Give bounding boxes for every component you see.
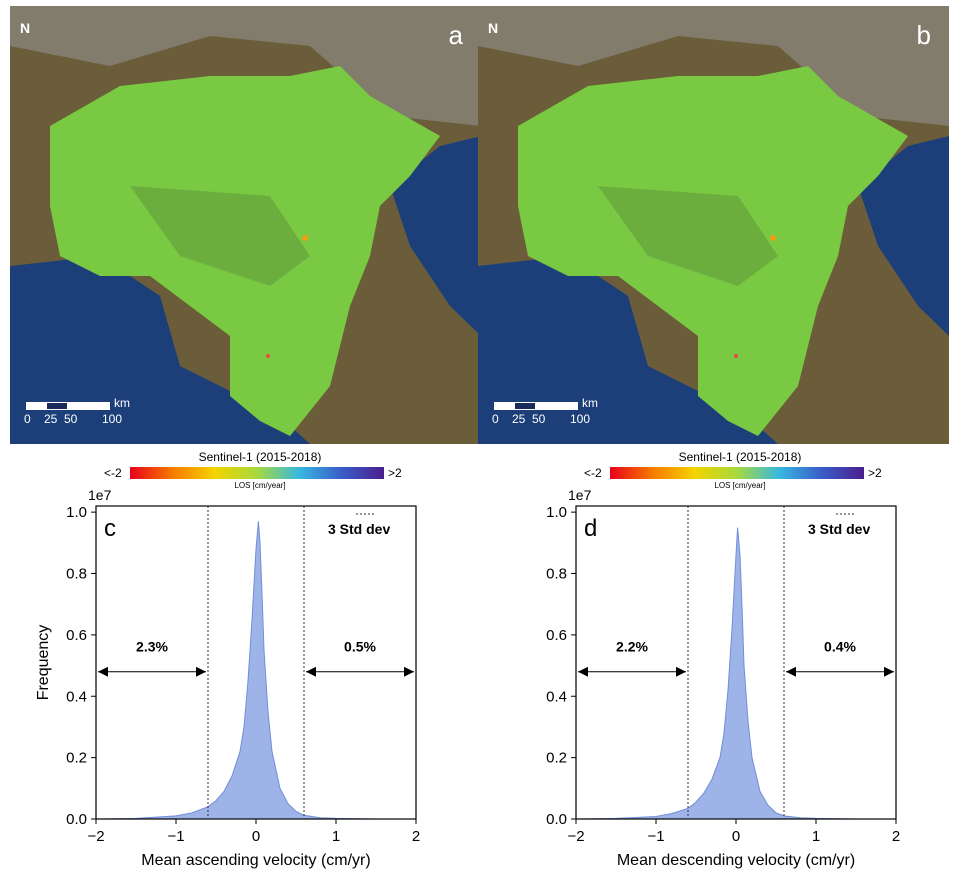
scale-unit: km	[582, 396, 598, 410]
colorbar-title: Sentinel-1 (2015-2018)	[198, 450, 322, 464]
right-tail-percent: 0.5%	[344, 639, 376, 655]
histogram-chart-d: 1e7 d 3 Std dev 2.2% 0.4% −2 −1 0 1 2 0.0 0.2 0.4 0.6…	[546, 487, 900, 869]
right-tail-percent: 0.4%	[824, 639, 856, 655]
x-tick-label: −1	[167, 828, 184, 845]
colorbar-unit: LOS [cm/year]	[234, 481, 286, 490]
y-axis-label: Frequency	[35, 625, 52, 701]
arrow-head	[98, 666, 108, 677]
colorbar-low-label: <-2	[584, 466, 602, 480]
x-axis-label: Mean ascending velocity (cm/yr)	[141, 852, 370, 869]
arrow-head	[306, 666, 316, 677]
y-tick-label: 1.0	[546, 504, 567, 521]
scale-tick: 0	[24, 412, 31, 426]
histogram-chart-c: 1e7 c 3 Std dev 2.3% 0.5% −2 −1 0 1 2 0.0 0.2 0.4 0.6…	[35, 487, 420, 869]
panel-letter: d	[584, 515, 597, 542]
y-multiplier-label: 1e7	[568, 487, 592, 503]
legend-label: 3 Std dev	[328, 521, 390, 537]
x-axis-label: Mean descending velocity (cm/yr)	[617, 852, 855, 869]
map-panel-b: b N km 0 25 50 100	[478, 6, 949, 444]
scale-tick: 100	[570, 412, 591, 426]
x-tick-label: 1	[812, 828, 820, 845]
satellite-map-b	[478, 6, 949, 444]
x-tick-label: −2	[567, 828, 584, 845]
histogram-c: 1e7 c 3 Std dev 2.3% 0.5% −2 −1 0 1 2 0.0 0.2 0.4 0.6…	[2, 486, 472, 876]
arrow-head	[676, 666, 686, 677]
north-arrow-icon: N	[488, 20, 499, 36]
north-arrow-icon: N	[20, 20, 31, 36]
y-tick-label: 0.2	[546, 750, 567, 767]
x-tick-label: 2	[412, 828, 420, 845]
y-tick-label: 0.8	[546, 566, 567, 583]
x-tick-label: −2	[87, 828, 104, 845]
scale-tick: 25	[512, 412, 526, 426]
colorbar-title: Sentinel-1 (2015-2018)	[678, 450, 802, 464]
y-tick-label: 1.0	[66, 504, 87, 521]
arrow-head	[404, 666, 414, 677]
scale-tick: 0	[492, 412, 499, 426]
scale-tick: 50	[64, 412, 78, 426]
panel-letter: c	[104, 515, 116, 542]
y-tick-label: 0.6	[66, 627, 87, 644]
arrow-head	[196, 666, 206, 677]
colorbar-high-label: >2	[868, 466, 882, 480]
x-tick-label: 0	[252, 828, 260, 845]
colorbar-low-label: <-2	[104, 466, 122, 480]
scale-bar: km 0 25 50 100	[492, 396, 612, 430]
x-tick-label: 0	[732, 828, 740, 845]
colorbar-b: Sentinel-1 (2015-2018) <-2 >2 LOS [cm/ye…	[580, 450, 900, 492]
scale-tick: 25	[44, 412, 58, 426]
y-tick-label: 0.0	[66, 811, 87, 828]
x-tick-label: 2	[892, 828, 900, 845]
y-tick-label: 0.6	[546, 627, 567, 644]
colorbar-ramp	[610, 467, 864, 479]
left-tail-percent: 2.2%	[616, 639, 648, 655]
y-tick-label: 0.0	[546, 811, 567, 828]
y-tick-label: 0.2	[66, 750, 87, 767]
satellite-map-a	[10, 6, 481, 444]
scale-unit: km	[114, 396, 130, 410]
left-tail-percent: 2.3%	[136, 639, 168, 655]
arrow-head	[884, 666, 894, 677]
colorbar-high-label: >2	[388, 466, 402, 480]
colorbar-a: Sentinel-1 (2015-2018) <-2 >2 LOS [cm/ye…	[100, 450, 420, 492]
y-tick-label: 0.4	[546, 688, 567, 705]
map-panel-a: a N km 0 25 50 100	[10, 6, 481, 444]
legend-label: 3 Std dev	[808, 521, 870, 537]
colorbar-unit: LOS [cm/year]	[714, 481, 766, 490]
y-tick-label: 0.4	[66, 688, 87, 705]
histogram-d: 1e7 d 3 Std dev 2.2% 0.4% −2 −1 0 1 2 0.0 0.2 0.4 0.6…	[482, 486, 952, 876]
y-multiplier-label: 1e7	[88, 487, 112, 503]
histogram-area	[95, 521, 416, 820]
histogram-area	[575, 527, 896, 820]
arrow-head	[786, 666, 796, 677]
panel-letter: b	[916, 20, 931, 50]
scale-tick: 100	[102, 412, 123, 426]
x-tick-label: 1	[332, 828, 340, 845]
arrow-head	[578, 666, 588, 677]
scale-tick: 50	[532, 412, 546, 426]
colorbar-ramp	[130, 467, 384, 479]
scale-bar: km 0 25 50 100	[24, 396, 144, 430]
y-tick-label: 0.8	[66, 566, 87, 583]
x-tick-label: −1	[647, 828, 664, 845]
panel-letter: a	[448, 20, 463, 50]
